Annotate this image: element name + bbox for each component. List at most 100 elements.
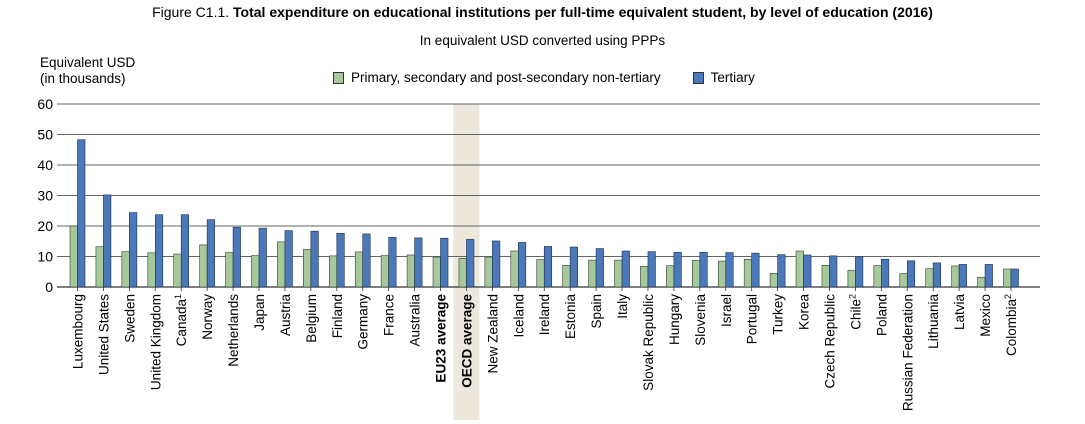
bar-tertiary <box>103 194 112 288</box>
bar-tertiary <box>543 246 553 288</box>
legend-item-primary: Primary, secondary and post-secondary no… <box>333 70 661 85</box>
y-tick-label: 0 <box>45 279 53 295</box>
bar-tertiary <box>751 252 760 288</box>
bar-primary <box>795 250 804 288</box>
x-tick-label: Norway <box>200 294 215 340</box>
y-axis-label: Equivalent USD (in thousands) <box>40 55 135 87</box>
bar-primary <box>484 256 493 288</box>
bar-tertiary <box>777 254 786 288</box>
chart-title: Figure C1.1. Total expenditure on educat… <box>0 4 1085 20</box>
bar-tertiary <box>595 248 604 288</box>
bar-primary <box>640 265 649 288</box>
bar-tertiary <box>984 264 993 288</box>
x-tick-label: Estonia <box>563 294 578 340</box>
y-tick-label: 10 <box>37 249 53 265</box>
bar-primary <box>432 256 441 288</box>
x-tick-label: Mexico <box>978 294 993 337</box>
bar-tertiary <box>699 251 708 288</box>
x-tick-label: Austria <box>278 294 293 337</box>
chart-subtitle: In equivalent USD converted using PPPs <box>419 33 666 48</box>
bar-tertiary <box>621 250 630 288</box>
bar-tertiary <box>388 236 397 288</box>
bar-tertiary <box>336 233 345 288</box>
y-tick-label: 40 <box>37 157 53 173</box>
bar-primary <box>303 249 312 288</box>
y-axis-label-line1: Equivalent USD <box>40 55 136 70</box>
x-tick-label: Ireland <box>537 294 552 335</box>
x-tick-label: Luxembourg <box>71 294 86 369</box>
x-tick-label: Poland <box>874 294 889 336</box>
bar-tertiary <box>180 214 190 288</box>
bar-primary <box>173 253 182 288</box>
x-tick-label: Slovak Republic <box>641 294 656 391</box>
bar-primary <box>225 252 234 288</box>
x-tick-label: Korea <box>797 294 812 331</box>
x-tick-label: Netherlands <box>226 294 241 367</box>
bar-tertiary <box>440 237 449 288</box>
bar-primary <box>510 250 519 288</box>
x-tick-label: Lithuania <box>926 294 941 349</box>
bar-primary <box>199 244 208 288</box>
bar-tertiary <box>725 252 734 288</box>
bar-tertiary <box>958 264 967 288</box>
legend-swatch-tertiary <box>692 71 704 84</box>
x-tick-label: OECD average <box>459 294 474 388</box>
bar-primary <box>354 251 364 288</box>
y-tick-label: 60 <box>37 96 53 112</box>
x-tick-label: Portugal <box>745 294 760 344</box>
bar-primary <box>821 265 830 288</box>
x-tick-label: Australia <box>408 294 423 347</box>
bar-primary <box>406 254 415 288</box>
bar-primary <box>692 260 701 288</box>
bar-tertiary <box>492 240 501 288</box>
bar-primary <box>588 259 597 288</box>
legend-label-primary: Primary, secondary and post-secondary no… <box>351 70 661 85</box>
bar-primary <box>277 241 286 288</box>
bar-tertiary <box>518 242 527 288</box>
x-tick-label: Slovenia <box>693 294 708 346</box>
legend-swatch-primary <box>333 71 344 84</box>
x-tick-label: Chile2 <box>847 294 863 330</box>
legend: Primary, secondary and post-secondary no… <box>333 70 787 85</box>
bar-primary <box>614 259 623 288</box>
x-tick-label: Czech Republic <box>822 294 837 389</box>
bar-primary <box>251 255 260 288</box>
bar-primary <box>458 258 467 288</box>
bar-primary <box>69 225 78 288</box>
x-tick-label: Germany <box>356 294 371 350</box>
x-tick-label: Israel <box>719 294 734 327</box>
x-tick-label: Italy <box>615 294 630 319</box>
bar-tertiary <box>829 255 838 288</box>
bar-primary <box>328 255 338 288</box>
bar-primary <box>380 255 389 288</box>
bar-tertiary <box>258 227 267 288</box>
x-tick-label: Belgium <box>304 294 319 343</box>
bar-primary <box>95 246 104 288</box>
x-tick-label: EU23 average <box>434 294 449 383</box>
bar-tertiary <box>673 251 682 288</box>
bar-tertiary <box>647 251 656 288</box>
bar-tertiary <box>310 230 319 288</box>
bar-tertiary <box>803 254 812 288</box>
bar-primary <box>873 265 882 288</box>
bar-primary <box>925 268 934 288</box>
bar-primary <box>899 273 908 288</box>
x-tick-label: France <box>382 294 397 336</box>
x-tick-label: United States <box>96 294 111 375</box>
y-tick-label: 50 <box>37 127 53 143</box>
x-tick-label: United Kingdom <box>148 294 163 390</box>
bar-primary <box>769 272 778 288</box>
x-tick-label: New Zealand <box>485 294 500 374</box>
bar-tertiary <box>129 212 138 288</box>
x-tick-label: Canada1 <box>173 294 189 346</box>
x-tick-label: Russian Federation <box>900 294 915 411</box>
bar-primary <box>536 259 545 288</box>
bar-tertiary <box>569 246 578 288</box>
bar-primary <box>977 276 986 288</box>
bar-tertiary <box>154 214 164 288</box>
bar-primary <box>743 258 752 288</box>
bar-tertiary <box>881 258 890 288</box>
bar-tertiary <box>1010 268 1019 288</box>
x-tick-label: Hungary <box>667 294 682 345</box>
